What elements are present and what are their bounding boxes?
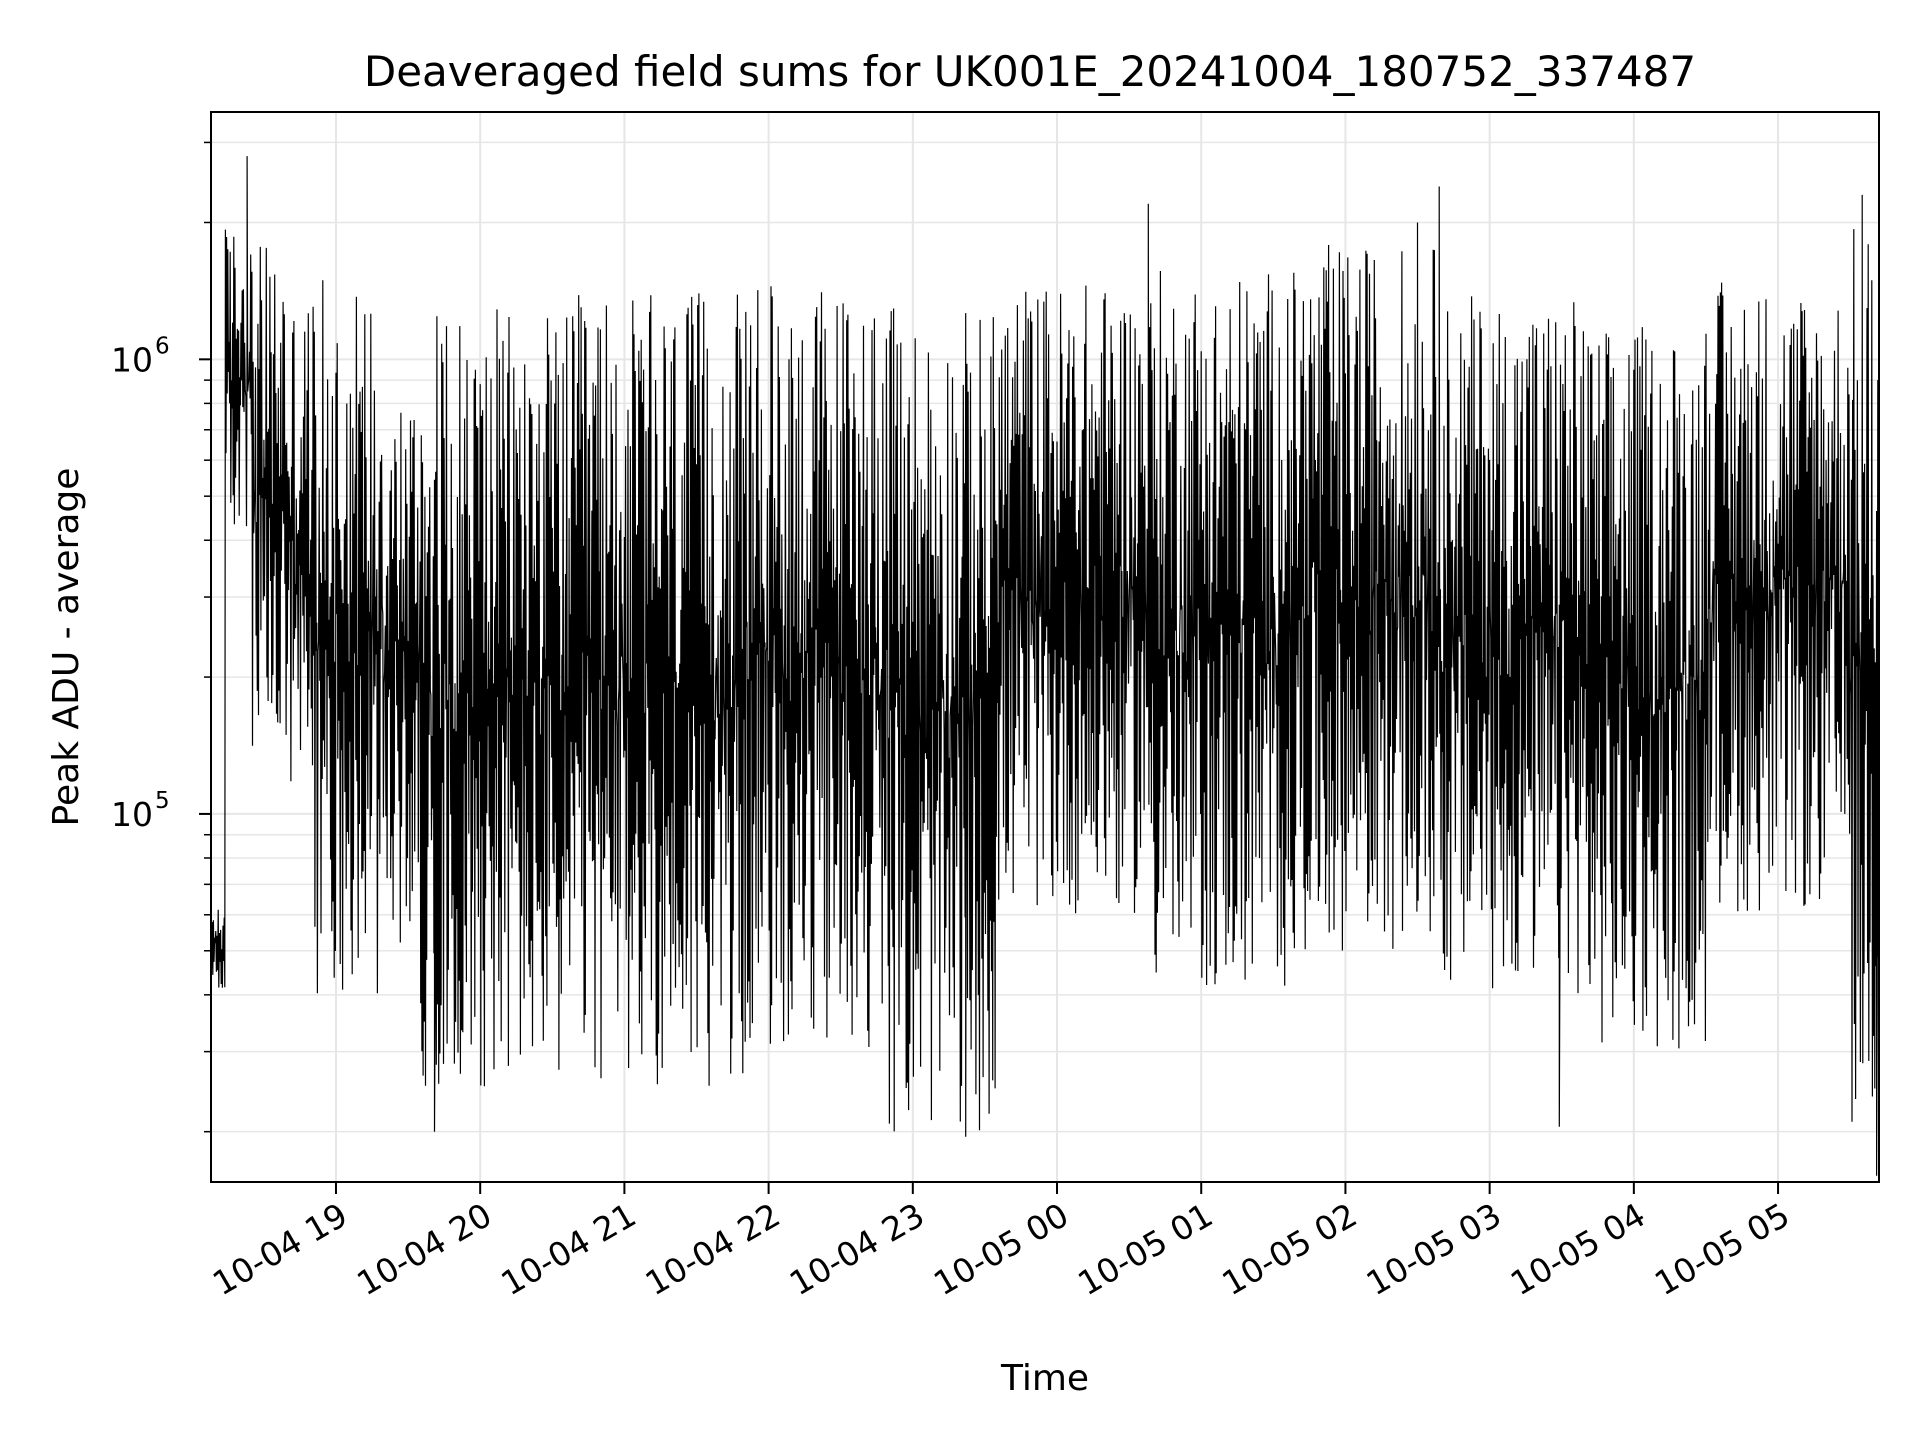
y-tick-exponent: 5 <box>155 788 170 814</box>
x-tick-label: 10-04 19 <box>206 1195 354 1303</box>
x-tick-label: 10-05 05 <box>1648 1195 1796 1303</box>
x-tick-label: 10-05 02 <box>1215 1195 1363 1303</box>
x-tick-label: 10-05 04 <box>1504 1195 1652 1303</box>
x-tick-label: 10-04 22 <box>639 1195 787 1303</box>
y-tick-label: 10 <box>111 795 153 834</box>
x-tick-label: 10-05 03 <box>1360 1195 1508 1303</box>
x-axis-label: Time <box>1000 1358 1089 1399</box>
plot-frame <box>210 111 1880 1183</box>
series-path <box>210 156 1879 1176</box>
x-tick-label: 10-04 23 <box>783 1195 931 1303</box>
x-tick-label: 10-04 20 <box>350 1195 498 1303</box>
series-line <box>210 156 1879 1176</box>
x-tick-label: 10-05 01 <box>1071 1195 1219 1303</box>
x-tick-label: 10-05 00 <box>927 1195 1075 1303</box>
y-tick-label: 10 <box>111 340 153 379</box>
y-axis-label: Peak ADU - average <box>46 468 87 827</box>
y-tick-exponent: 6 <box>155 333 170 359</box>
chart-title: Deaveraged field sums for UK001E_2024100… <box>364 47 1696 96</box>
x-tick-label: 10-04 21 <box>494 1195 642 1303</box>
